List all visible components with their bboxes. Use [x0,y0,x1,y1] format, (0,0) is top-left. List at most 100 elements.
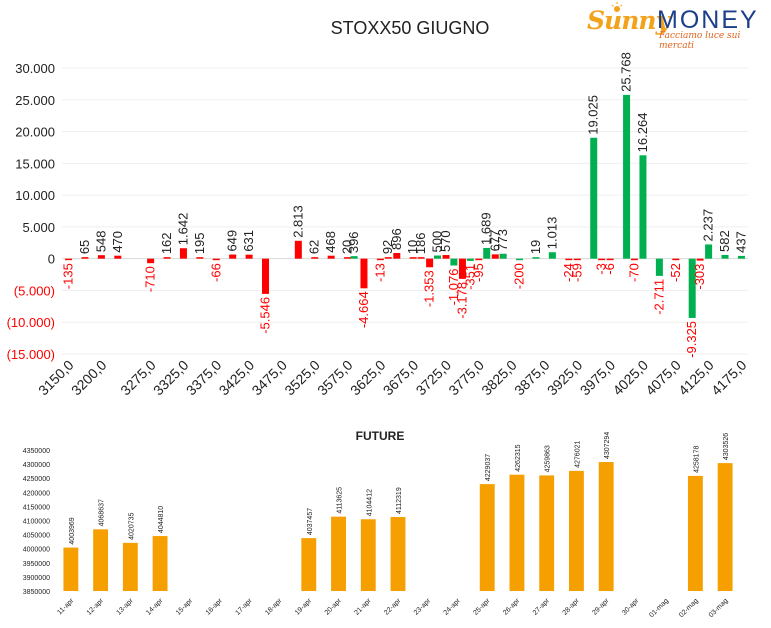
x-tick-label: 3775,0 [445,357,487,399]
data-label: 4113625 [337,487,344,514]
data-label: -70 [626,263,641,282]
data-label: 4276021 [574,441,581,468]
y-tick-label: 10.000 [15,188,55,203]
bar [344,257,352,259]
data-label: 896 [389,228,404,250]
bar [458,258,466,279]
data-label: -13 [372,263,387,282]
data-label: 19.025 [586,95,601,135]
bar [630,258,638,261]
logo-sunny: Sunny [587,6,670,35]
data-label: -200 [512,263,527,289]
bar [196,257,204,259]
bar [262,258,270,294]
data-label: 631 [241,230,256,252]
bar [483,247,491,259]
bar [426,258,434,268]
bar [717,463,733,591]
sunny-money-logo: Sunny MONEY Facciamo luce sui mercati [585,2,765,51]
data-label: -59 [569,263,584,282]
bar [590,137,598,259]
bar [737,255,745,259]
x-tick-label: 28-apr [562,597,582,617]
bar [475,258,483,261]
bar [598,462,614,591]
x-tick-label: 29-apr [591,597,611,617]
x-tick-label: 02-mag [678,597,700,619]
x-tick-label: 3525,0 [281,357,323,399]
y-tick-label: 4350000 [23,448,50,455]
bar [573,258,581,261]
x-tick-label: 16-apr [205,597,225,617]
y-tick-label: 3950000 [23,561,50,568]
data-label: -2.711 [651,279,666,315]
bar [466,258,474,261]
x-tick-label: 4125,0 [675,357,717,399]
data-label: 19 [528,240,543,254]
y-tick-label: 25.000 [15,93,55,108]
data-label: 25.768 [619,52,634,92]
y-tick-label: 4200000 [23,490,50,497]
data-label: 20 [340,240,355,254]
x-tick-label: 26-apr [502,597,522,617]
data-label: 1.642 [175,213,190,246]
bar [696,258,704,261]
bar [229,254,237,259]
bar [509,474,525,591]
data-label: -135 [61,263,76,289]
bar [688,258,696,318]
data-label: -5.546 [258,297,273,334]
bar [479,484,495,591]
x-tick-label: 3675,0 [380,357,422,399]
x-tick-label: 3425,0 [216,357,258,399]
bar [122,542,138,591]
bar [301,538,317,591]
bar [532,257,540,259]
bar [623,94,631,259]
data-label: 4003969 [69,517,76,544]
data-label: 4044810 [158,506,165,533]
y-tick-label: 3850000 [23,589,50,596]
y-tick-label: 4100000 [23,519,50,526]
x-tick-label: 19-apr [294,597,314,617]
bar [163,257,171,259]
x-tick-label: 3875,0 [511,357,553,399]
data-label: 16.264 [635,113,650,153]
bar [376,258,384,261]
data-label: 4037457 [307,508,314,535]
x-tick-label: 01-mag [648,597,670,619]
data-label: -52 [668,263,683,282]
x-tick-label: 25-apr [472,597,492,617]
x-tick-label: 3275,0 [117,357,159,399]
bar [393,252,401,259]
y-tick-label: 15.000 [15,156,55,171]
data-label: -95 [471,263,486,282]
bar [93,529,109,591]
x-tick-label: 3475,0 [248,357,290,399]
data-label: 92 [380,240,395,254]
x-tick-label: 30-apr [621,597,641,617]
y-tick-label: 30.000 [15,61,55,76]
future-chart: FUTURE 4350000 4300000 4250000 4200000 41500… [23,429,733,619]
x-tick-label: 3725,0 [413,357,455,399]
y-tick-label: (15.000) [7,347,55,362]
bar [294,240,302,259]
y-tick-label: 4250000 [23,476,50,483]
data-label: 468 [323,231,338,253]
bar [569,470,584,591]
x-tick-label: 3625,0 [347,357,389,399]
bar [598,258,606,261]
x-tick-label: 23-apr [413,597,433,617]
bar [65,258,73,261]
bar [390,517,406,591]
data-label: 4112319 [396,487,403,514]
bar [63,547,79,591]
data-label: 162 [159,232,174,254]
data-label: -1.076 [446,269,461,306]
bar [565,258,573,261]
bar [539,475,555,591]
bar [655,258,663,276]
chart-title: STOXX50 GIUGNO [331,18,490,38]
data-label: -303 [692,264,707,290]
